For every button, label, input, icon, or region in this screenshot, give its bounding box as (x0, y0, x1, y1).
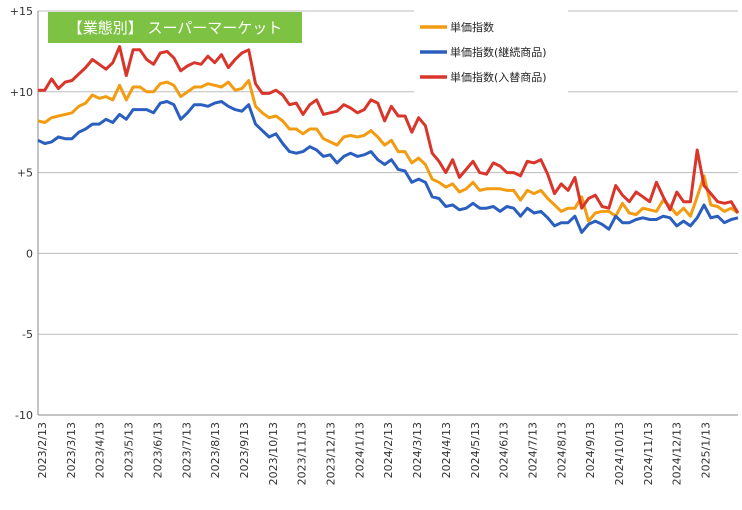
x-tick-label: 2023/10/13 (267, 422, 280, 485)
x-tick-label: 2024/6/13 (498, 422, 511, 478)
x-tick-label: 2024/12/13 (671, 422, 684, 485)
y-tick-label: -5 (22, 328, 33, 341)
legend-label-replacement-products: 単価指数(入替商品) (450, 70, 547, 84)
y-tick-label: 0 (26, 247, 33, 260)
chart-title: 【業態別】 スーパーマーケット (48, 12, 302, 43)
x-tick-label: 2024/9/13 (584, 422, 597, 478)
x-axis-tick-labels: 2023/2/13 2023/3/13 2023/4/13 2023/5/13 2023… (36, 422, 713, 485)
series-line-unit-price (37, 79, 739, 223)
y-tick-label: +15 (10, 5, 33, 18)
y-tick-label: +10 (10, 86, 33, 99)
x-tick-label: 2023/7/13 (180, 422, 193, 478)
x-tick-label: 2024/11/13 (642, 422, 655, 485)
x-tick-label: 2023/8/13 (209, 422, 222, 478)
x-tick-label: 2023/11/13 (296, 422, 309, 485)
y-axis-tick-labels: -10 -5 0 +5 +10 +15 (10, 5, 33, 422)
x-tick-label: 2023/3/13 (65, 422, 78, 478)
y-tick-label: -10 (15, 409, 33, 422)
series-line-replacement-products (38, 45, 740, 214)
x-tick-label: 2023/12/13 (325, 422, 338, 485)
x-tick-label: 2024/1/13 (353, 422, 366, 478)
legend-label-continuing-products: 単価指数(継続商品) (450, 45, 547, 59)
series-lines (37, 45, 740, 234)
x-tick-label: 2023/6/13 (151, 422, 164, 478)
legend: 単価指数 単価指数(継続商品) 単価指数(入替商品) (414, 10, 568, 94)
y-tick-label: +5 (17, 167, 33, 180)
x-tick-label: 2023/4/13 (94, 422, 107, 478)
x-tick-label: 2024/5/13 (469, 422, 482, 478)
x-tick-label: 2024/3/13 (411, 422, 424, 478)
x-tick-label: 2024/10/13 (613, 422, 626, 485)
legend-label-unit-price: 単価指数 (450, 20, 494, 34)
x-tick-label: 2023/9/13 (238, 422, 251, 478)
x-tick-label: 2024/7/13 (526, 422, 539, 478)
chart-title-text: 【業態別】 スーパーマーケット (68, 19, 283, 37)
x-tick-label: 2023/5/13 (123, 422, 136, 478)
series-line-continuing-products (37, 100, 739, 234)
x-tick-label: 2023/2/13 (36, 422, 49, 478)
x-tick-label: 2024/4/13 (440, 422, 453, 478)
chart-title-background (48, 12, 302, 43)
x-tick-label: 2025/1/13 (700, 422, 713, 478)
x-tick-label: 2024/2/13 (382, 422, 395, 478)
x-tick-label: 2024/8/13 (555, 422, 568, 478)
